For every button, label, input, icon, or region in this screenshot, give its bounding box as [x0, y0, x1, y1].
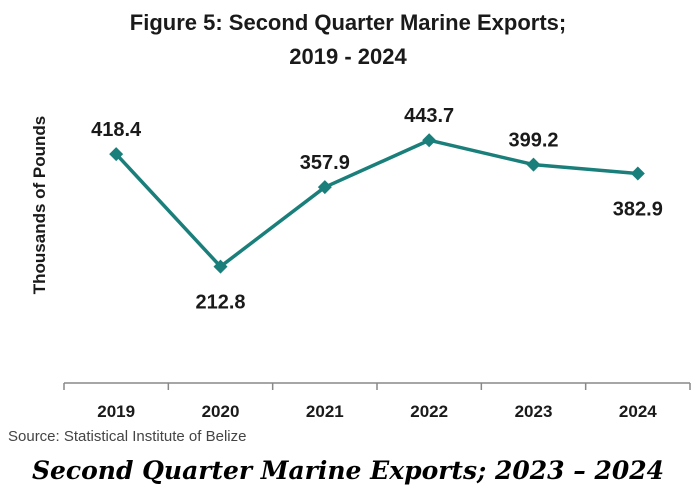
- source-note: Source: Statistical Institute of Belize: [8, 428, 247, 445]
- x-tick-label: 2024: [619, 402, 657, 421]
- x-tick-label: 2019: [97, 402, 135, 421]
- line-chart: 2019 2020 2021 2022 2023 2024 Thousands of Pou…: [30, 105, 691, 421]
- data-point: [630, 166, 645, 181]
- data-label: 443.7: [404, 105, 454, 127]
- x-tick-label: 2021: [306, 402, 344, 421]
- chart-container: Figure 5: Second Quarter Marine Exports;…: [8, 10, 691, 445]
- data-point: [109, 147, 124, 162]
- data-label: 357.9: [300, 152, 350, 174]
- x-tick-label: 2022: [410, 402, 448, 421]
- data-label: 212.8: [195, 292, 245, 314]
- data-point: [422, 133, 437, 148]
- data-point: [317, 180, 332, 195]
- x-tick-label: 2020: [202, 402, 240, 421]
- data-point: [213, 259, 228, 274]
- data-label: 382.9: [613, 198, 663, 220]
- y-axis-title: Thousands of Pounds: [30, 116, 49, 295]
- data-label: 418.4: [91, 119, 142, 141]
- x-tick-label: 2023: [515, 402, 553, 421]
- figure-caption: Second Quarter Marine Exports; 2023 – 20…: [31, 456, 665, 485]
- chart-title: Figure 5: Second Quarter Marine Exports;: [129, 10, 567, 35]
- data-label: 399.2: [508, 130, 558, 152]
- chart-title-line2: 2019 - 2024: [289, 44, 407, 69]
- series-line: [114, 138, 638, 269]
- data-point: [526, 157, 541, 172]
